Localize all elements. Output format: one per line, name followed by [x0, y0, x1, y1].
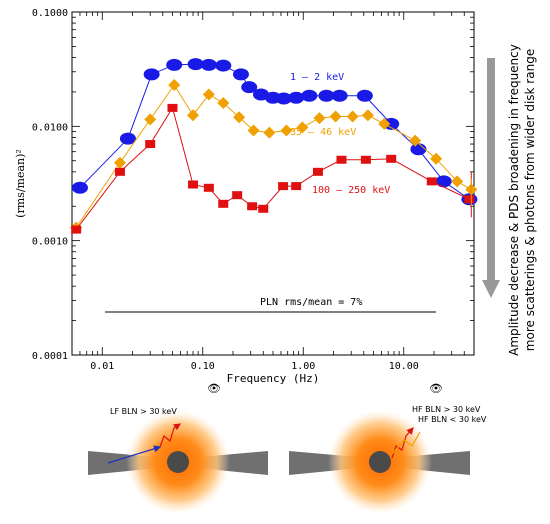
data-point: [361, 109, 374, 122]
data-point: [278, 182, 289, 191]
data-point: [435, 175, 452, 188]
data-point: [71, 181, 88, 194]
data-point: [215, 59, 232, 72]
data-point: [430, 152, 443, 165]
side-note-line-2: more scatterings & photons from wider di…: [523, 49, 537, 351]
data-point: [200, 58, 217, 71]
data-point: [247, 124, 260, 137]
data-point: [288, 91, 305, 104]
diagram-left: 👁 LF BLN > 30 keV: [88, 382, 268, 514]
diagram-right: 👁 HF BLN > 30 keV HF BLN < 30 keV: [289, 382, 487, 514]
diagram-right-label-2: HF BLN < 30 keV: [418, 415, 487, 424]
diagram-right-label-1: HF BLN > 30 keV: [412, 405, 481, 414]
black-hole: [167, 451, 189, 473]
data-point: [312, 167, 323, 176]
y-tick-label: 0.0010: [32, 237, 68, 248]
series-line: [75, 84, 472, 228]
data-point: [409, 134, 422, 147]
y-axis-label: (rms/mean)²: [14, 149, 27, 218]
data-point: [166, 58, 183, 71]
x-tick-label: 0.10: [191, 361, 215, 372]
data-point: [336, 155, 347, 164]
annotation-label: 100 – 250 keV: [312, 185, 390, 196]
data-point: [113, 156, 126, 169]
data-point: [331, 89, 348, 102]
data-point: [217, 96, 230, 109]
data-point: [202, 88, 215, 101]
diagram-left-label: LF BLN > 30 keV: [110, 407, 177, 416]
y-tick-label: 0.0100: [32, 122, 68, 133]
x-tick-label: 0.01: [90, 361, 114, 372]
data-point: [451, 175, 464, 188]
data-point: [426, 177, 437, 186]
data-point: [346, 110, 359, 123]
data-point: [378, 117, 391, 130]
data-point: [187, 58, 204, 71]
data-point: [356, 89, 373, 102]
series-2: [70, 78, 478, 234]
down-arrow-head: [482, 280, 500, 298]
x-tick-label: 10.00: [389, 361, 419, 372]
data-point: [258, 204, 269, 213]
data-point: [291, 182, 302, 191]
data-point: [275, 92, 292, 105]
data-point: [247, 202, 258, 211]
data-point: [301, 89, 318, 102]
annotation-label: PLN rms/mean = 7%: [260, 297, 362, 308]
seed-photon-path: [107, 445, 162, 464]
data-point: [313, 112, 326, 125]
y-tick-label: 0.0001: [32, 351, 68, 362]
data-point: [218, 199, 229, 208]
x-axis-label: Frequency (Hz): [227, 372, 320, 385]
data-point: [233, 111, 246, 124]
side-note: Amplitude decrease & PDS broadening in f…: [482, 44, 537, 356]
data-point: [167, 103, 178, 112]
data-point: [296, 121, 309, 134]
data-point: [386, 154, 397, 163]
data-point: [263, 126, 276, 139]
series-3: [71, 103, 475, 234]
soft-photon-path: [391, 431, 421, 455]
series-1: [71, 58, 478, 206]
data-point: [144, 113, 157, 126]
data-point: [464, 195, 475, 204]
chart: 0.01 0.10 1.00 10.00 0.0001 0.0010 0.0100 0.100…: [14, 8, 478, 385]
data-point: [119, 132, 136, 145]
x-tick-label: 1.00: [291, 361, 315, 372]
series-line: [75, 106, 470, 230]
annotation-label: 1 – 2 keV: [290, 72, 344, 83]
side-note-line-1: Amplitude decrease & PDS broadening in f…: [507, 44, 521, 356]
observer-eye-icon: 👁: [207, 382, 221, 395]
data-point: [280, 124, 293, 137]
data-point: [232, 191, 243, 200]
data-point: [203, 183, 214, 192]
observer-eye-icon: 👁: [429, 382, 443, 395]
data-point: [232, 68, 249, 81]
black-hole: [369, 451, 391, 473]
data-point: [71, 225, 82, 234]
data-point: [143, 68, 160, 81]
data-point: [188, 180, 199, 189]
data-point: [187, 109, 200, 122]
data-point: [360, 155, 371, 164]
data-point: [410, 143, 427, 156]
data-point: [329, 110, 342, 123]
data-point: [114, 167, 125, 176]
data-point: [241, 81, 258, 94]
data-point: [168, 78, 181, 91]
y-tick-label: 0.1000: [32, 8, 68, 19]
data-point: [318, 89, 335, 102]
data-point: [145, 140, 156, 149]
annotation-label: 35 – 46 keV: [290, 127, 356, 138]
scattered-photon-path: [159, 423, 181, 448]
